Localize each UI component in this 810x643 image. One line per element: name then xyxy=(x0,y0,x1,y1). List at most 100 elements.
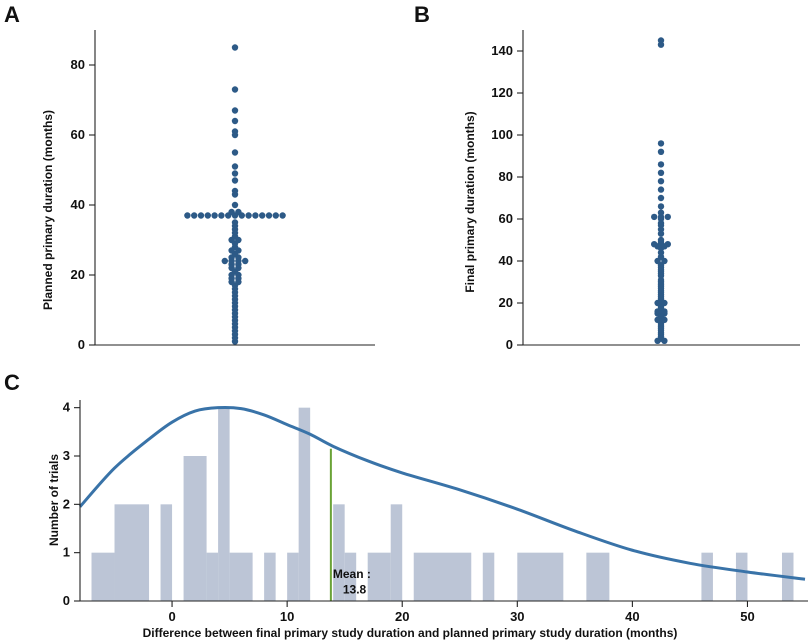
panel-a-dot xyxy=(231,107,239,114)
panel-c-y-tick-label: 1 xyxy=(63,545,70,560)
histogram-bar xyxy=(114,504,150,601)
panel-c-x-tick-label: 10 xyxy=(280,609,294,624)
histogram-bar xyxy=(183,456,207,601)
panel-a-dot xyxy=(245,212,252,219)
panel-b-y-tick-label: 0 xyxy=(506,337,513,352)
panel-a-dot xyxy=(231,163,239,170)
panel-b-dot xyxy=(657,178,665,185)
panel-c-y-tick-label: 2 xyxy=(63,496,70,511)
histogram-bar xyxy=(586,552,610,601)
panel-b-dot xyxy=(657,186,665,193)
histogram-bar xyxy=(229,552,253,601)
panel-a-dot xyxy=(191,212,198,219)
panel-a-dot xyxy=(204,212,211,219)
panel-c-x-tick-label: 30 xyxy=(510,609,524,624)
panel-c-y-tick-label: 0 xyxy=(63,593,70,608)
panel-a-dot xyxy=(259,212,266,219)
panel-a-dot xyxy=(272,212,279,219)
histogram-bar xyxy=(390,504,403,601)
panel-b-dots xyxy=(651,37,671,344)
panel-a-dot xyxy=(231,149,239,156)
panel-b-dot xyxy=(664,241,671,248)
panel-a-dot xyxy=(231,177,239,184)
panel-a-dot xyxy=(265,212,273,219)
density-curve xyxy=(78,405,806,581)
panel-b-dot xyxy=(651,213,658,221)
panel-a-dot xyxy=(235,208,242,216)
panel-a-dot xyxy=(231,201,239,209)
panel-a-dot xyxy=(231,187,239,195)
panel-b-dot xyxy=(657,209,665,216)
panel-b-y-tick-label: 20 xyxy=(499,295,513,310)
panel-c-x-tick-label: 40 xyxy=(625,609,639,624)
panel-b-y-tick-label: 60 xyxy=(499,211,513,226)
panel-a-dot xyxy=(218,212,225,219)
panel-a-dot xyxy=(231,117,239,125)
panel-a-y-tick-label: 60 xyxy=(71,127,85,142)
panel-b: B Final primary duration (months) 0 20 40 6… xyxy=(414,2,800,352)
panel-c-y-ticks: 0 1 2 3 4 xyxy=(63,400,80,608)
histogram-bar xyxy=(160,504,173,601)
panel-b-y-tick-label: 80 xyxy=(499,169,513,184)
histogram-bar xyxy=(735,552,748,601)
panel-a-dot xyxy=(228,208,235,216)
panel-c-x-ticks: 0 10 20 30 40 50 xyxy=(168,601,755,624)
histogram-bar xyxy=(517,552,564,601)
panel-a-dot xyxy=(252,212,259,219)
panel-b-dot xyxy=(657,194,665,202)
panel-b-dot xyxy=(657,148,665,155)
panel-a-dot xyxy=(184,212,191,219)
panel-c-x-tick-label: 20 xyxy=(395,609,409,624)
histogram-bar xyxy=(333,504,345,601)
panel-b-dot xyxy=(664,213,671,221)
panel-b-dot xyxy=(651,241,658,248)
panel-c-x-axis-title: Difference between final primary study d… xyxy=(143,626,678,640)
panel-a-dot xyxy=(279,212,286,219)
panel-a-label: A xyxy=(4,2,20,27)
panel-a-y-tick-label: 20 xyxy=(71,267,85,282)
panel-a-dot xyxy=(221,257,228,265)
panel-c-x-tick-label: 50 xyxy=(740,609,754,624)
panel-c-y-tick-label: 3 xyxy=(63,448,70,463)
histogram-bar xyxy=(298,407,311,601)
panel-b-y-tick-label: 40 xyxy=(499,253,513,268)
panel-a-y-ticks: 0 20 40 60 80 xyxy=(71,57,95,352)
panel-b-y-axis-title: Final primary duration (months) xyxy=(463,111,477,292)
mean-value: 13.8 xyxy=(343,582,367,596)
panel-a-y-tick-label: 0 xyxy=(78,337,85,352)
panel-b-y-ticks: 0 20 40 60 80 100 120 140 xyxy=(491,43,523,352)
panel-c-y-axis-title: Number of trials xyxy=(47,454,61,546)
histogram-bar xyxy=(91,552,115,601)
panel-a-dots xyxy=(184,44,286,345)
panel-b-dot xyxy=(657,236,665,244)
panel-a-dot xyxy=(231,86,239,93)
panel-c-histogram-bars xyxy=(91,407,794,601)
histogram-bar xyxy=(701,552,713,601)
panel-c-x-tick-label: 0 xyxy=(168,609,175,624)
panel-a-dot xyxy=(231,170,239,177)
panel-b-dot xyxy=(657,140,665,147)
panel-b-y-tick-label: 140 xyxy=(491,43,513,58)
panel-b-dot xyxy=(657,169,665,176)
histogram-bar xyxy=(287,552,299,601)
panel-b-dot xyxy=(657,37,665,44)
panel-c-label: C xyxy=(4,370,20,395)
histogram-bar xyxy=(218,407,230,601)
panel-a-dot xyxy=(231,219,239,226)
histogram-bar xyxy=(264,552,276,601)
panel-a-dot xyxy=(197,212,205,219)
panel-b-y-tick-label: 120 xyxy=(491,85,513,100)
histogram-bar xyxy=(413,552,472,601)
panel-b-dot xyxy=(657,203,665,210)
panel-a-dot xyxy=(242,257,249,265)
panel-a-dot xyxy=(231,128,239,135)
panel-b-y-tick-label: 100 xyxy=(491,127,513,142)
panel-c: C Number of trials Difference between fi… xyxy=(4,370,808,640)
histogram-bar xyxy=(206,552,219,601)
panel-a-y-tick-label: 80 xyxy=(71,57,85,72)
mean-label: Mean : xyxy=(333,567,371,581)
panel-a-y-axis-title: Planned primary duration (months) xyxy=(41,110,55,310)
panel-c-y-tick-label: 4 xyxy=(63,400,71,415)
panel-a: A Planned primary duration (months) 0 20 4… xyxy=(4,2,375,352)
